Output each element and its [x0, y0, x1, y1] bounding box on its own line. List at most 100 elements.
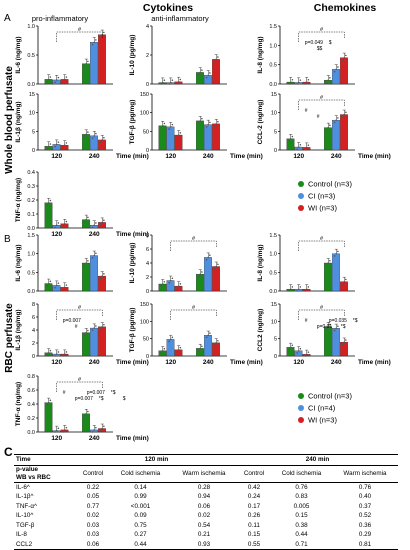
data-point	[163, 280, 166, 283]
y-axis-label: TNF-α (ng/mg)	[15, 382, 22, 426]
data-point	[85, 331, 88, 334]
y-tick-label: 0.0	[27, 82, 35, 88]
table-cell: 0.005	[293, 502, 310, 510]
time-120-label: 120 min	[76, 454, 237, 466]
y-tick-label: 0.4	[27, 170, 35, 176]
y-tick-label: 15	[271, 92, 277, 98]
bar-control	[82, 134, 90, 151]
header-cytokines: Cytokines	[143, 2, 193, 14]
data-point	[85, 413, 88, 415]
y-axis-label: IL-8 (ng/mg)	[257, 36, 264, 73]
data-point	[160, 127, 162, 129]
bar-ci	[52, 144, 61, 151]
data-point	[65, 351, 68, 353]
data-point	[201, 345, 203, 348]
bar-ci	[332, 253, 340, 292]
data-point	[296, 83, 298, 85]
data-point	[337, 250, 339, 253]
table-cell: 0.06	[76, 539, 111, 550]
data-point	[46, 204, 48, 206]
data-point	[197, 275, 200, 278]
data-point	[215, 342, 218, 344]
bar-ci	[332, 119, 340, 151]
bar-ci	[90, 135, 98, 151]
data-point	[55, 79, 58, 81]
section-label-C: C	[4, 445, 13, 459]
data-point	[169, 81, 172, 84]
data-point	[207, 74, 210, 77]
row-label: CCL2	[14, 539, 76, 550]
bar-ci	[332, 69, 340, 85]
y-tick-label: 100	[140, 111, 149, 117]
significance-marker: #	[78, 305, 82, 311]
annotation-label: p=0.007	[75, 396, 93, 402]
bar-wi	[212, 59, 220, 85]
data-point	[305, 288, 308, 290]
data-point	[99, 277, 102, 280]
data-point	[99, 328, 102, 330]
x-tick-label: 120	[165, 153, 176, 160]
data-point	[163, 347, 166, 350]
y-tick-label: 100	[140, 319, 149, 325]
legend-label: Control (n=3)	[308, 392, 352, 401]
data-point	[163, 79, 166, 82]
data-point	[169, 279, 172, 282]
data-point	[65, 142, 68, 144]
data-point	[333, 121, 336, 124]
x-tick-label: 240	[89, 231, 100, 238]
data-point	[291, 78, 294, 81]
data-point	[46, 354, 48, 356]
y-tick-label: 0.0	[27, 289, 35, 295]
data-point	[205, 76, 208, 79]
x-axis-label: Time (min)	[116, 153, 149, 160]
data-point	[327, 262, 330, 264]
bar-wi	[98, 139, 106, 151]
y-tick-label: 4	[146, 261, 149, 267]
table-cell: 0.38	[295, 521, 308, 529]
significance-bracket	[170, 309, 217, 320]
data-point	[62, 431, 64, 433]
data-point	[54, 81, 56, 84]
data-point	[62, 146, 64, 149]
data-point	[103, 273, 105, 275]
data-point	[327, 126, 330, 129]
significance-bracket	[56, 309, 103, 320]
data-point	[345, 278, 347, 281]
table-cell: 0.02	[86, 512, 100, 519]
data-point	[213, 125, 216, 127]
time-240-label: 240 min	[236, 454, 398, 466]
data-point	[205, 126, 208, 128]
data-point	[305, 81, 308, 83]
data-point	[47, 351, 50, 354]
table-cell: 0.28	[197, 483, 211, 491]
table-cell: 0.11	[248, 521, 260, 529]
data-point	[57, 351, 60, 353]
data-point	[304, 290, 306, 292]
y-axis-label: IL-10 (pg/mg)	[129, 243, 136, 284]
data-point	[47, 145, 50, 148]
data-point	[179, 132, 182, 134]
data-point	[305, 146, 308, 149]
table-cell: 0.40	[358, 493, 372, 500]
table-cell: 0.03	[86, 521, 100, 529]
annotation-label: $	[123, 396, 126, 402]
data-point	[47, 282, 50, 285]
data-point	[341, 59, 344, 61]
data-point	[343, 56, 346, 59]
data-point	[95, 39, 97, 41]
data-point	[179, 346, 182, 349]
chart-b-il6: 0.0 0.5 1.0 1.5 IL-6 (ng/mg)	[15, 233, 113, 295]
data-point	[215, 123, 218, 125]
chart-b-ccl2: 0 5 10 15 CCL2 (ng/mg) 120 240 Time (min) # # p=0.…	[257, 302, 391, 366]
data-point	[83, 264, 86, 267]
data-point	[46, 147, 48, 150]
data-point	[209, 332, 211, 334]
table-cell: 0.42	[247, 483, 261, 491]
data-point	[299, 143, 302, 146]
y-tick-label: 0.0	[269, 289, 277, 295]
legend-marker	[298, 405, 304, 411]
col-header: Cold ischemia	[271, 465, 332, 483]
table-cell: 0.99	[134, 493, 147, 500]
data-point	[307, 144, 310, 146]
data-point	[163, 122, 166, 125]
